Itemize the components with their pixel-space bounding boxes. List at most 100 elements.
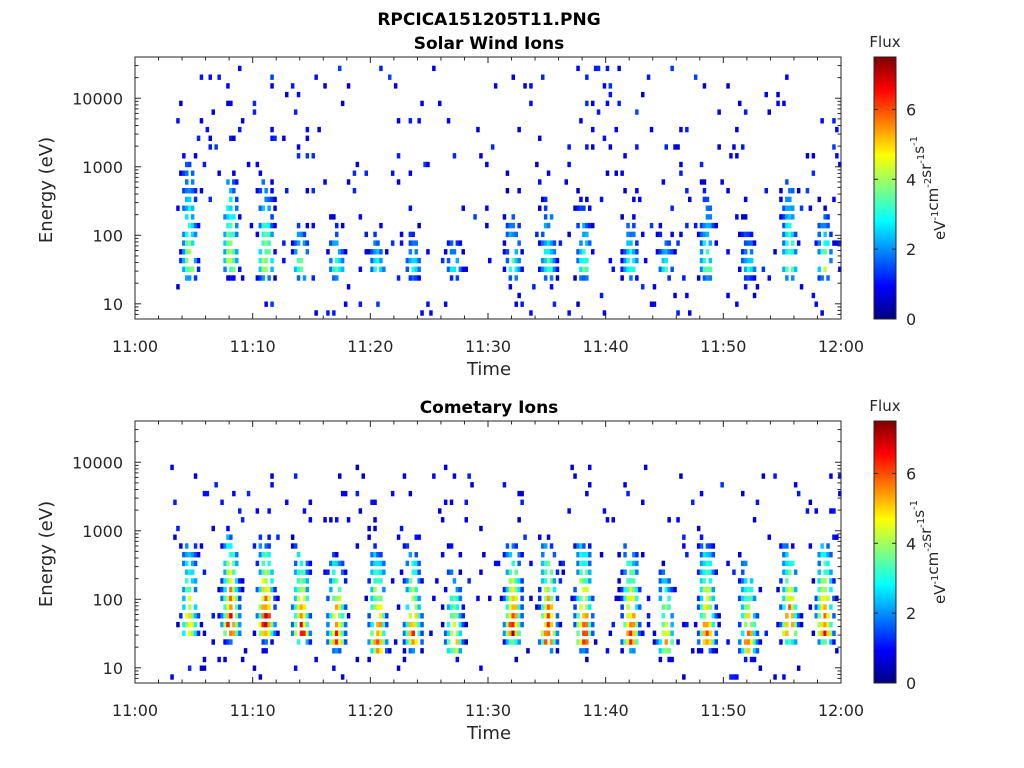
heatmap-cell bbox=[190, 222, 195, 229]
heatmap-cell bbox=[338, 586, 342, 593]
heatmap-cell bbox=[529, 83, 533, 89]
heatmap-cell bbox=[552, 301, 557, 307]
heatmap-cell bbox=[785, 275, 789, 281]
heatmap-cell bbox=[517, 560, 521, 567]
heatmap-cell bbox=[817, 639, 821, 645]
heatmap-cell bbox=[258, 621, 263, 628]
heatmap-cell bbox=[764, 91, 768, 98]
heatmap-cell bbox=[305, 135, 310, 141]
heatmap-cell bbox=[623, 188, 627, 194]
x-axis-ticks: 11:00 11:10 11:20 11:30 11:40 11:50 12:00 bbox=[112, 421, 864, 720]
heatmap-cell bbox=[655, 639, 660, 645]
heatmap-cell bbox=[626, 490, 630, 497]
heatmap-cell bbox=[641, 91, 645, 98]
heatmap-cell bbox=[190, 569, 195, 575]
heatmap-cell bbox=[223, 595, 227, 602]
heatmap-cell bbox=[296, 613, 301, 619]
heatmap-cell bbox=[199, 621, 204, 628]
heatmap-cell bbox=[264, 301, 268, 307]
heatmap-cell bbox=[555, 275, 560, 281]
heatmap-cell bbox=[738, 231, 742, 238]
heatmap-cell bbox=[335, 604, 339, 610]
heatmap-cell bbox=[608, 83, 613, 89]
heatmap-cell bbox=[623, 257, 627, 264]
heatmap-cell bbox=[558, 240, 563, 246]
heatmap-cell bbox=[617, 586, 621, 593]
heatmap-cell bbox=[752, 240, 757, 246]
heatmap-cell bbox=[229, 595, 233, 602]
heatmap-cell bbox=[702, 578, 707, 584]
heatmap-cell bbox=[643, 257, 648, 264]
heatmap-cell bbox=[799, 284, 804, 290]
x-axis-label: Time bbox=[466, 359, 511, 380]
heatmap-cell bbox=[461, 613, 465, 619]
heatmap-cell bbox=[370, 266, 374, 272]
heatmap-cell bbox=[332, 578, 336, 584]
heatmap-cell bbox=[290, 543, 295, 549]
heatmap-cell bbox=[187, 205, 192, 211]
heatmap-cell bbox=[835, 595, 839, 602]
heatmap-cell bbox=[623, 569, 627, 575]
heatmap-cell bbox=[238, 214, 242, 220]
heatmap-cell bbox=[514, 630, 518, 636]
heatmap-cell bbox=[832, 595, 836, 602]
heatmap-cell bbox=[364, 595, 368, 602]
heatmap-cell bbox=[452, 604, 457, 610]
heatmap-cell bbox=[308, 499, 313, 505]
heatmap-cell bbox=[511, 639, 515, 645]
heatmap-cell bbox=[582, 205, 586, 211]
x-axis-ticks: 11:00 11:10 11:20 11:30 11:40 11:50 12:00 bbox=[112, 57, 864, 356]
heatmap-cell bbox=[517, 240, 521, 246]
heatmap-cell bbox=[785, 205, 789, 211]
heatmap-cell bbox=[629, 578, 633, 584]
heatmap-cell bbox=[829, 473, 833, 479]
heatmap-cell bbox=[258, 266, 263, 272]
heatmap-cell bbox=[549, 257, 554, 264]
heatmap-cell bbox=[261, 639, 265, 645]
heatmap-cell bbox=[626, 613, 630, 619]
heatmap-cell bbox=[332, 630, 336, 636]
heatmap-cell bbox=[329, 257, 333, 264]
heatmap-cell bbox=[214, 482, 218, 488]
heatmap-cell bbox=[270, 222, 274, 229]
heatmap-cell bbox=[388, 74, 392, 80]
heatmap-cell bbox=[185, 543, 189, 549]
heatmap-cell bbox=[193, 604, 198, 610]
heatmap-cell bbox=[714, 569, 718, 575]
heatmap-cell bbox=[305, 613, 310, 619]
heatmap-cell bbox=[517, 604, 521, 610]
heatmap-cell bbox=[405, 560, 410, 567]
heatmap-cell bbox=[811, 170, 816, 176]
heatmap-cell bbox=[296, 578, 301, 584]
heatmap-cell bbox=[293, 240, 298, 246]
heatmap-cell bbox=[496, 560, 501, 567]
heatmap-cell bbox=[741, 249, 745, 255]
heatmap-cell bbox=[579, 569, 583, 575]
heatmap-cell bbox=[829, 621, 833, 628]
heatmap-cell bbox=[370, 639, 374, 645]
heatmap-cell bbox=[629, 639, 633, 645]
heatmap-cell bbox=[735, 153, 739, 159]
heatmap-cell bbox=[346, 284, 351, 290]
heatmap-cell bbox=[693, 621, 698, 628]
heatmap-cell bbox=[340, 222, 345, 229]
heatmap-cell bbox=[405, 639, 410, 645]
heatmap-cell bbox=[743, 595, 748, 602]
heatmap-cell bbox=[755, 648, 760, 654]
heatmap-cell bbox=[335, 595, 339, 602]
heatmap-cell bbox=[226, 240, 230, 246]
heatmap-cell bbox=[226, 621, 230, 628]
heatmap-cell bbox=[705, 249, 710, 255]
heatmap-cell bbox=[408, 275, 413, 281]
heatmap-cell bbox=[402, 621, 407, 628]
heatmap-cell bbox=[182, 552, 186, 558]
heatmap-cell bbox=[273, 205, 277, 211]
heatmap-cell bbox=[538, 266, 542, 272]
heatmap-cell bbox=[632, 231, 636, 238]
x-tick-label: 11:50 bbox=[700, 701, 746, 720]
heatmap-cell bbox=[779, 543, 783, 549]
heatmap-cell bbox=[352, 188, 357, 194]
heatmap-cell bbox=[702, 196, 707, 203]
heatmap-cell bbox=[185, 214, 189, 220]
heatmap-cell bbox=[461, 205, 465, 211]
